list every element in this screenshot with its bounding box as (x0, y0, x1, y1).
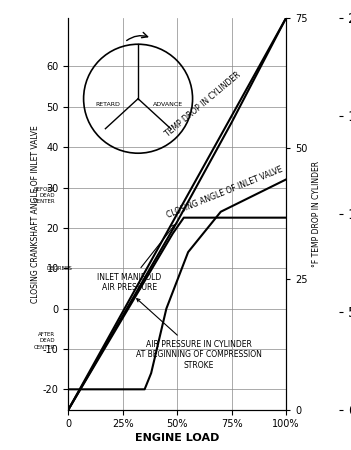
Text: BEFORE
DEAD
CENTER: BEFORE DEAD CENTER (34, 187, 55, 204)
Y-axis label: CLOSING CRANKSHAFT ANGLE OF INLET VALVE: CLOSING CRANKSHAFT ANGLE OF INLET VALVE (31, 125, 40, 302)
Text: INLET MANIFOLD
AIR PRESSURE: INLET MANIFOLD AIR PRESSURE (97, 225, 175, 292)
Y-axis label: °F TEMP DROP IN CYLINDER: °F TEMP DROP IN CYLINDER (312, 161, 321, 267)
X-axis label: ENGINE LOAD: ENGINE LOAD (135, 433, 219, 443)
Text: AIR PRESSURE IN CYLINDER
AT BEGINNING OF COMPRESSION
STROKE: AIR PRESSURE IN CYLINDER AT BEGINNING OF… (136, 299, 262, 369)
Text: RETARD: RETARD (96, 102, 120, 107)
Text: DEGREES: DEGREES (47, 266, 73, 271)
Text: TEMP DROP IN CYLINDER: TEMP DROP IN CYLINDER (164, 70, 243, 138)
Text: AFTER
DEAD
CENTER: AFTER DEAD CENTER (34, 332, 55, 350)
Text: CLOSING ANGLE OF INLET VALVE: CLOSING ANGLE OF INLET VALVE (166, 165, 284, 220)
Text: ADVANCE: ADVANCE (153, 102, 183, 107)
